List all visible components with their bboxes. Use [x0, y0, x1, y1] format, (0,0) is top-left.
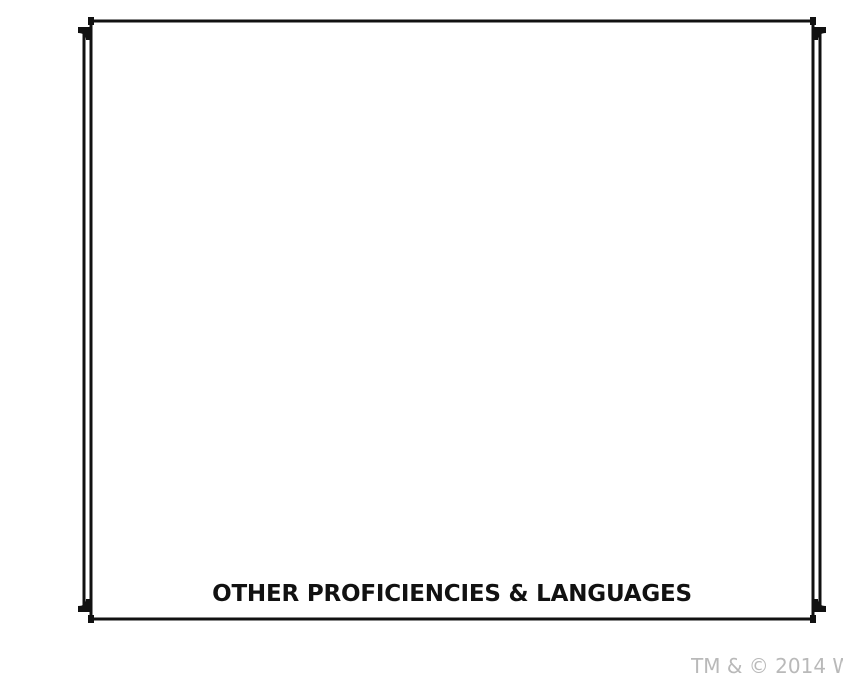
corner-tab-top-right	[810, 17, 816, 25]
corner-tab-bottom-left	[88, 615, 94, 623]
corner-ornament-bottom-left	[78, 599, 92, 612]
corner-ornament-top-right	[812, 27, 826, 40]
corner-ornament-bottom-right	[812, 599, 826, 612]
panel-border	[89, 19, 815, 621]
corner-tab-top-left	[88, 17, 94, 25]
corner-tab-bottom-right	[810, 615, 816, 623]
section-label: OTHER PROFICIENCIES & LANGUAGES	[212, 581, 692, 607]
corner-ornament-top-left	[78, 27, 92, 40]
copyright-notice: TM & © 2014 W	[691, 654, 843, 678]
